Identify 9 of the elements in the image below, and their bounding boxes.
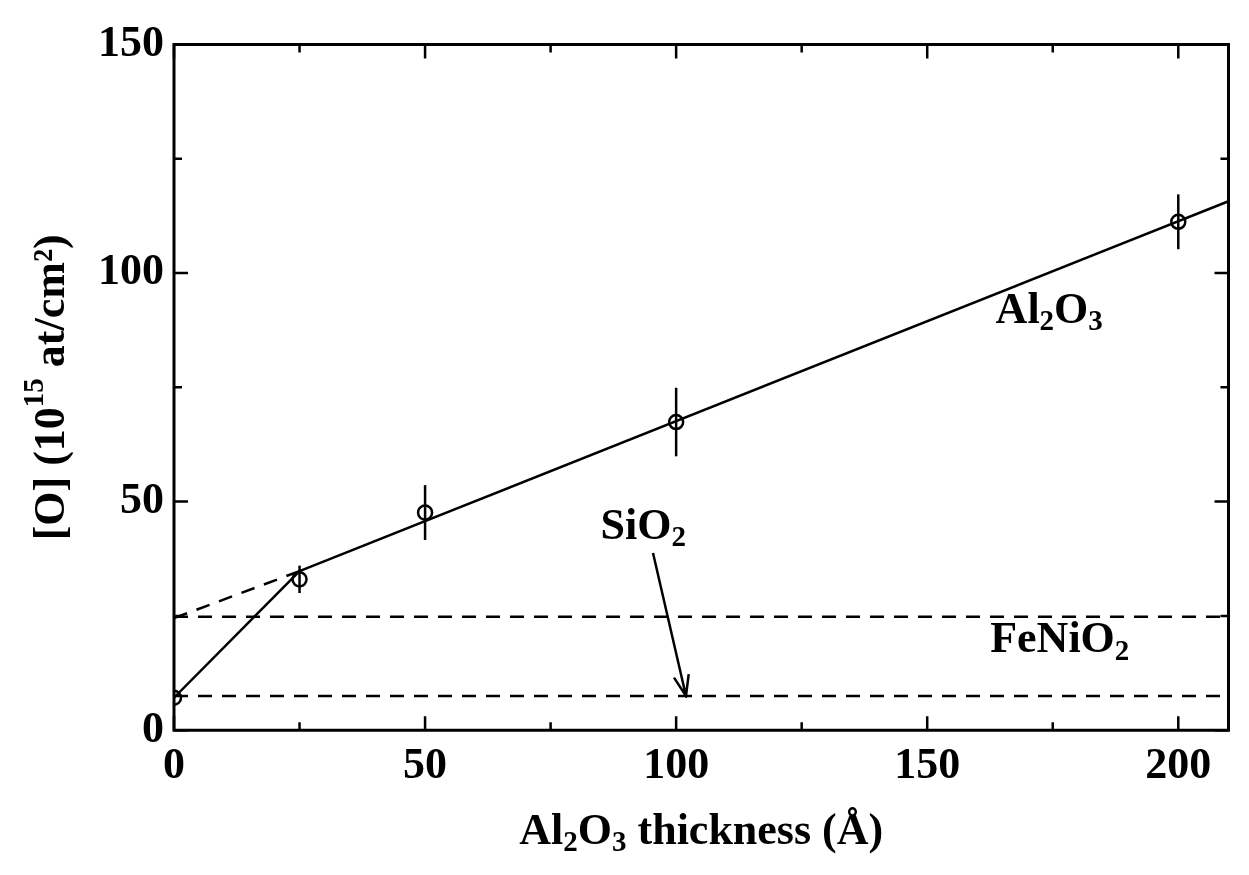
x-tick-label: 100 — [643, 738, 710, 788]
x-tick-label: 200 — [1145, 738, 1212, 788]
y-tick-label: 100 — [98, 245, 164, 295]
y-tick-label: 50 — [120, 473, 164, 523]
y-tick-label: 150 — [98, 16, 164, 66]
x-tick-label: 50 — [403, 738, 448, 788]
y-tick-label: 0 — [142, 702, 164, 752]
x-tick-label: 150 — [894, 738, 961, 788]
y-axis-title: [O] (1015 at/cm²) — [16, 234, 75, 541]
